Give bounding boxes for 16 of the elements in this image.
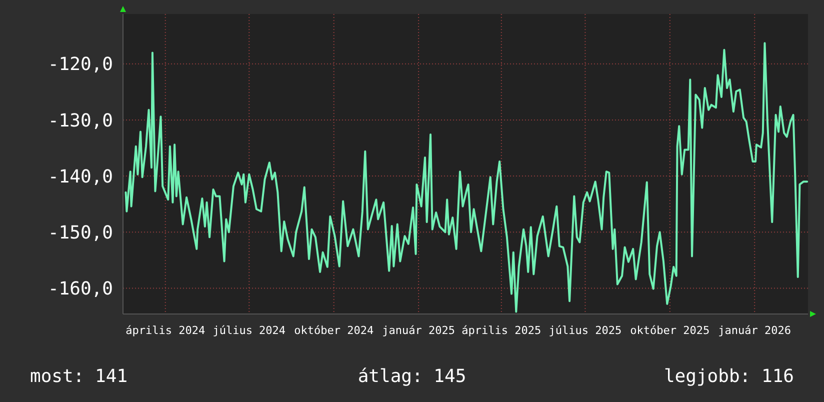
text: most: 141: [30, 366, 128, 387]
x-tick-label: október 2024: [294, 324, 374, 337]
x-tick-label: április 2025: [462, 324, 542, 337]
x-tick-label: január 2026: [718, 324, 792, 337]
x-tick-label: október 2025: [630, 324, 710, 337]
y-tick-label: -150,0: [48, 222, 113, 244]
y-tick-label: -120,0: [48, 54, 113, 76]
x-tick-label: július 2025: [548, 324, 622, 337]
x-tick-label: április 2024: [126, 324, 206, 337]
text: átlag: 145: [358, 366, 466, 387]
x-tick-label: július 2024: [212, 324, 286, 337]
text: legjobb: 116: [664, 366, 794, 387]
y-tick-label: -140,0: [48, 166, 113, 188]
x-tick-label: január 2025: [382, 324, 455, 337]
y-tick-label: -130,0: [48, 110, 113, 132]
y-tick-label: -160,0: [48, 278, 113, 300]
